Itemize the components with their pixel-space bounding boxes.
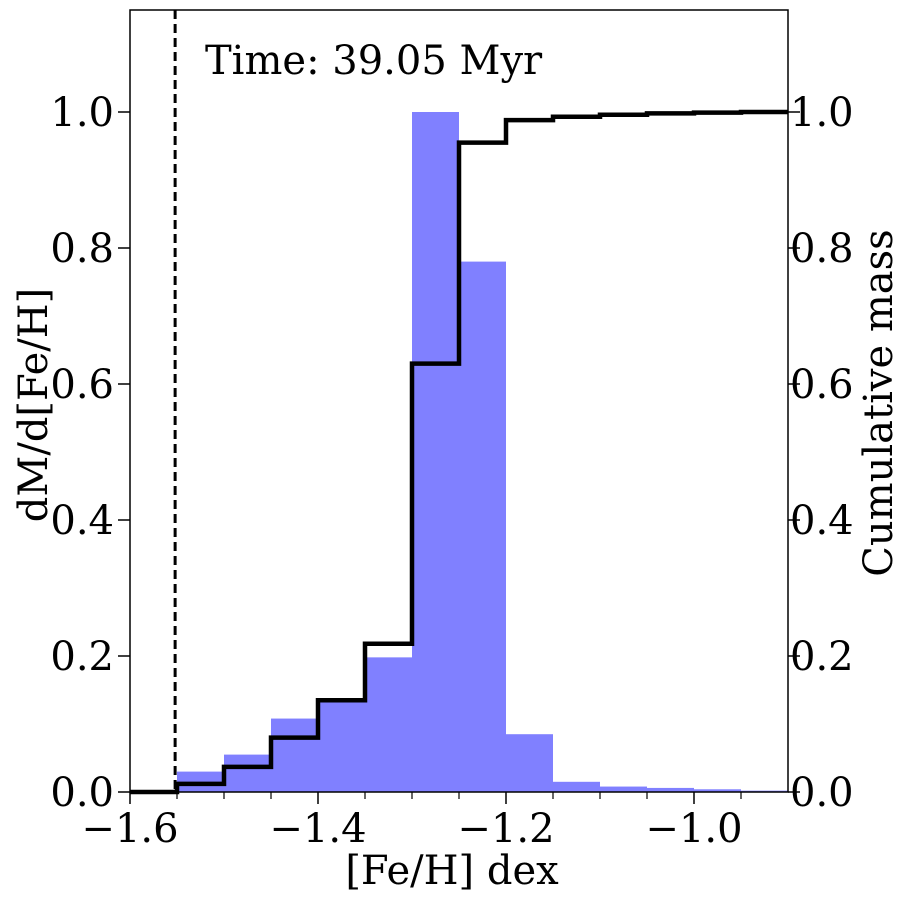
y-right-tick-label: 1.0 bbox=[790, 90, 854, 136]
histogram-bar bbox=[600, 786, 647, 792]
histogram-bars bbox=[177, 112, 788, 793]
axis-ticks bbox=[118, 111, 800, 804]
y-left-tick-label: 0.6 bbox=[50, 362, 114, 408]
cumulative-line-layer bbox=[130, 109, 788, 795]
y-right-tick-label: 0.8 bbox=[790, 226, 854, 272]
histogram-bar bbox=[412, 112, 459, 792]
y-left-tick-label: 1.0 bbox=[50, 90, 114, 136]
y-left-tick-label: 0.0 bbox=[50, 770, 114, 816]
y-left-tick-label: 0.4 bbox=[50, 498, 114, 544]
y-left-tick-label: 0.2 bbox=[50, 634, 114, 680]
histogram-bar bbox=[506, 734, 553, 792]
y-right-tick-label: 0.2 bbox=[790, 634, 854, 680]
y-right-tick-label: 0.4 bbox=[790, 498, 854, 544]
x-tick-label: −1.0 bbox=[645, 806, 742, 852]
histogram-bar bbox=[647, 787, 694, 792]
x-tick-label: −1.6 bbox=[81, 806, 178, 852]
histogram-bar bbox=[271, 718, 318, 792]
axis-tick-labels: −1.6 −1.4 −1.2 −1.0 0.0 0.2 0.4 0.6 0.8 1.0 0.0 0.2… bbox=[50, 90, 853, 852]
y-right-tick-label: 0.6 bbox=[790, 362, 854, 408]
y-right-tick-label: 0.0 bbox=[790, 770, 854, 816]
histogram-bar bbox=[694, 789, 741, 792]
histogram-bar bbox=[224, 754, 271, 792]
histogram-bar bbox=[318, 698, 365, 792]
x-tick-label: −1.2 bbox=[457, 806, 554, 852]
cumulative-mass-line bbox=[130, 109, 788, 795]
time-annotation: Time: 39.05 Myr bbox=[205, 38, 543, 84]
y-axis-label-left: dM/d[Fe/H] bbox=[11, 288, 57, 522]
y-axis-label-right: Cumulative mass bbox=[856, 229, 900, 576]
x-tick-label: −1.4 bbox=[269, 806, 366, 852]
histogram-bar bbox=[365, 657, 412, 792]
x-axis-label: [Fe/H] dex bbox=[345, 848, 559, 894]
histogram-bar bbox=[553, 781, 600, 792]
histogram-bar bbox=[459, 261, 506, 793]
y-left-tick-label: 0.8 bbox=[50, 226, 114, 272]
